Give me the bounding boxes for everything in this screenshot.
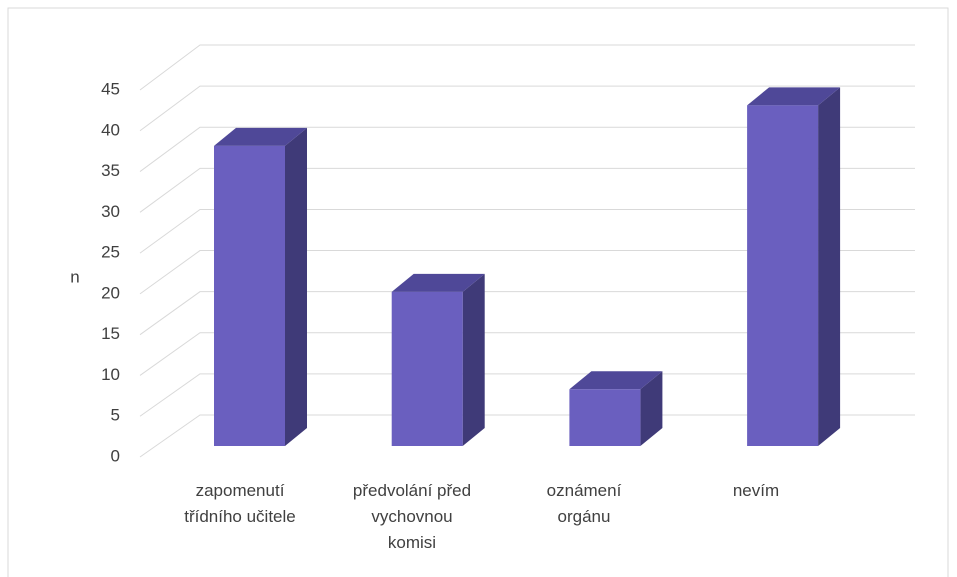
x-tick-label: nevím	[732, 481, 780, 500]
bar-top	[747, 87, 841, 106]
grid-line	[139, 332, 915, 376]
y-tick-label: 45	[101, 79, 120, 98]
y-tick-label: 25	[101, 243, 120, 262]
grid-line	[139, 373, 915, 417]
grid-line	[139, 44, 915, 91]
chart-border	[7, 7, 949, 577]
grid-line	[139, 291, 915, 336]
grid-line	[139, 167, 915, 213]
bar-front	[747, 105, 819, 446]
y-tick-label: 20	[101, 283, 120, 302]
y-tick-label: 15	[101, 324, 120, 343]
y-tick-label: 40	[101, 120, 120, 139]
grid-line	[139, 414, 915, 458]
y-tick-label: 0	[111, 446, 120, 465]
bar	[214, 127, 307, 446]
y-axis-label: n	[70, 267, 79, 286]
bar-front	[569, 389, 641, 446]
bar-top	[214, 127, 307, 146]
y-tick-label: 30	[101, 202, 120, 221]
bar-side	[285, 127, 307, 446]
bar	[391, 273, 485, 446]
grid-line	[139, 250, 915, 295]
bar-front	[214, 145, 285, 446]
bar-side	[462, 273, 485, 446]
bar-top	[569, 371, 663, 390]
bar-front	[391, 291, 463, 446]
y-tick-label: 5	[111, 406, 120, 425]
x-tick-label: předvolání před vychovnou komisi	[352, 481, 472, 552]
grid-line	[139, 126, 915, 172]
x-tick-label: zapomenutí třídního učitele	[184, 481, 296, 526]
bar-side	[818, 87, 841, 446]
bar	[747, 87, 841, 446]
bar	[569, 371, 663, 446]
x-tick-label: oznámení orgánu	[546, 481, 622, 526]
grid-line	[139, 85, 915, 132]
bar-side	[640, 371, 663, 446]
y-tick-label: 10	[101, 365, 120, 384]
y-tick-label: 35	[101, 161, 120, 180]
bar-top	[391, 273, 485, 292]
grid-line	[139, 208, 915, 254]
